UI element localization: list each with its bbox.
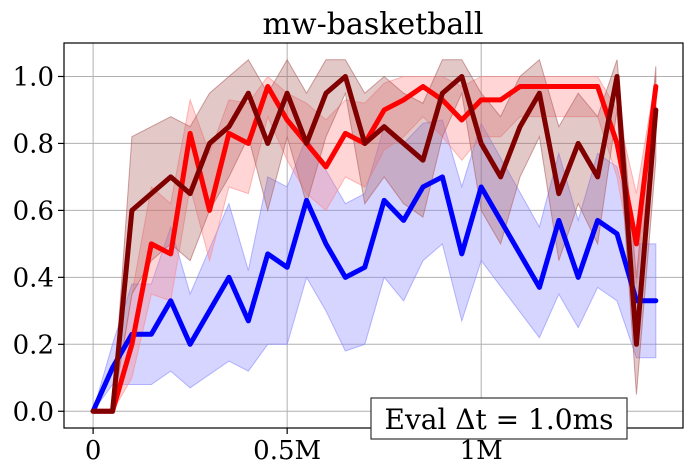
- annotation-frame: [370, 397, 628, 440]
- series-3-line: [90, 73, 659, 414]
- y-tick-label: 1.0: [13, 62, 54, 92]
- y-tick-label: 0.2: [13, 330, 54, 360]
- y-tick-label: 0.0: [13, 397, 54, 427]
- eval-annotation-box: Eval Δt = 1.0ms: [370, 397, 628, 440]
- y-tick-label: 0.4: [13, 263, 54, 293]
- axis-ticks: 0 0.5M 1M 0.0 0.2 0.4 0.6 0.8 1.0: [13, 62, 503, 466]
- series-lines: [90, 73, 659, 414]
- y-tick-label: 0.6: [13, 196, 54, 226]
- x-tick-label: 0.5M: [253, 436, 321, 466]
- annotation-text: Eval Δt = 1.0ms: [385, 403, 614, 436]
- series-1-line: [90, 174, 659, 414]
- x-tick-label: 1M: [460, 436, 503, 466]
- series-2-line: [90, 84, 659, 414]
- x-tick-label: 0: [85, 436, 102, 466]
- chart-title: mw-basketball: [262, 7, 483, 42]
- y-tick-label: 0.8: [13, 129, 54, 159]
